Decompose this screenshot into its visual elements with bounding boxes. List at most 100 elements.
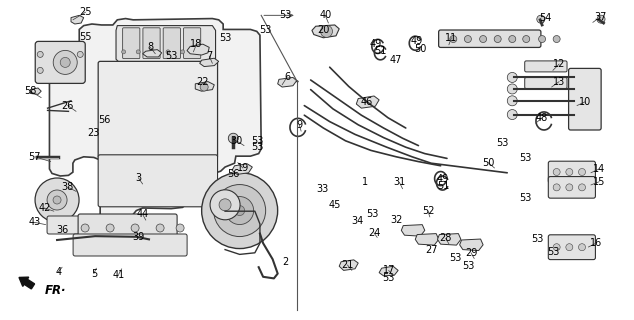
Text: 51: 51: [374, 46, 387, 56]
Text: 13: 13: [553, 76, 566, 87]
Circle shape: [553, 169, 560, 175]
Circle shape: [566, 244, 573, 251]
Circle shape: [47, 190, 67, 210]
Circle shape: [196, 50, 200, 54]
Text: 53: 53: [219, 33, 231, 44]
Text: 37: 37: [594, 12, 607, 22]
Text: 53: 53: [165, 51, 178, 61]
FancyBboxPatch shape: [98, 61, 217, 158]
Text: 4: 4: [55, 267, 61, 277]
Circle shape: [507, 72, 517, 83]
Text: 53: 53: [449, 252, 462, 263]
Text: 5: 5: [91, 268, 97, 279]
Circle shape: [235, 205, 245, 216]
Text: 49: 49: [436, 174, 449, 184]
Circle shape: [181, 50, 184, 54]
Text: 47: 47: [390, 55, 403, 65]
Text: 28: 28: [439, 233, 452, 244]
Text: 7: 7: [206, 51, 212, 61]
Text: 42: 42: [38, 203, 51, 213]
Text: 53: 53: [279, 10, 292, 20]
Text: 36: 36: [56, 225, 68, 236]
Polygon shape: [415, 234, 439, 245]
Text: FR·: FR·: [45, 284, 67, 297]
FancyBboxPatch shape: [163, 28, 181, 59]
Circle shape: [122, 50, 126, 54]
Text: 53: 53: [531, 234, 544, 244]
Polygon shape: [30, 88, 41, 94]
Circle shape: [578, 169, 586, 175]
Circle shape: [522, 36, 530, 43]
Text: 33: 33: [316, 184, 328, 194]
FancyBboxPatch shape: [98, 155, 217, 207]
FancyBboxPatch shape: [47, 216, 111, 234]
Circle shape: [494, 36, 501, 43]
Text: 53: 53: [382, 273, 395, 284]
Text: 34: 34: [351, 216, 363, 226]
Polygon shape: [339, 260, 358, 270]
Circle shape: [156, 224, 164, 232]
Circle shape: [450, 36, 457, 43]
Text: 44: 44: [136, 209, 149, 220]
Circle shape: [566, 169, 573, 175]
Circle shape: [228, 133, 238, 143]
Text: 53: 53: [462, 260, 474, 271]
Circle shape: [214, 185, 266, 236]
Text: 46: 46: [360, 97, 373, 108]
Polygon shape: [278, 77, 297, 87]
Circle shape: [53, 196, 61, 204]
FancyBboxPatch shape: [525, 61, 567, 72]
Polygon shape: [187, 44, 209, 55]
Circle shape: [152, 50, 155, 54]
Text: 27: 27: [425, 244, 437, 255]
Text: 2: 2: [282, 257, 288, 268]
Circle shape: [578, 184, 586, 191]
Text: 53: 53: [259, 25, 271, 35]
FancyBboxPatch shape: [548, 161, 595, 183]
Text: 45: 45: [328, 200, 341, 210]
Text: 56: 56: [227, 169, 240, 180]
Text: 16: 16: [590, 238, 602, 248]
Text: 51: 51: [437, 180, 450, 191]
Circle shape: [77, 52, 83, 57]
Text: 39: 39: [132, 232, 145, 242]
Circle shape: [566, 184, 573, 191]
Text: 53: 53: [519, 153, 531, 164]
FancyBboxPatch shape: [525, 77, 567, 89]
Text: 53: 53: [251, 136, 264, 146]
Circle shape: [321, 25, 332, 37]
Text: 40: 40: [319, 10, 332, 20]
Polygon shape: [49, 19, 261, 236]
Circle shape: [553, 244, 560, 251]
Circle shape: [538, 36, 546, 43]
Circle shape: [37, 52, 43, 57]
Text: 9: 9: [296, 120, 302, 130]
Text: 30: 30: [230, 136, 243, 146]
Circle shape: [131, 224, 139, 232]
Text: 53: 53: [251, 142, 264, 152]
Polygon shape: [143, 50, 162, 57]
Text: 15: 15: [593, 177, 605, 187]
Circle shape: [479, 36, 487, 43]
Text: 8: 8: [147, 42, 153, 52]
Text: 10: 10: [579, 97, 592, 107]
FancyBboxPatch shape: [122, 28, 140, 59]
Text: 49: 49: [370, 39, 382, 49]
Circle shape: [60, 57, 70, 68]
Text: 17: 17: [382, 265, 395, 276]
Polygon shape: [312, 25, 339, 38]
Polygon shape: [71, 15, 84, 24]
FancyBboxPatch shape: [548, 177, 595, 198]
Circle shape: [136, 50, 140, 54]
Text: 23: 23: [87, 128, 100, 138]
Text: 50: 50: [482, 157, 495, 168]
Polygon shape: [356, 96, 379, 108]
Text: 54: 54: [539, 12, 552, 23]
Text: 18: 18: [190, 39, 203, 49]
Polygon shape: [437, 234, 461, 245]
Text: 56: 56: [98, 115, 111, 125]
Text: 26: 26: [61, 100, 74, 111]
Text: 14: 14: [593, 164, 605, 174]
Text: 19: 19: [236, 163, 249, 173]
FancyBboxPatch shape: [439, 30, 541, 47]
